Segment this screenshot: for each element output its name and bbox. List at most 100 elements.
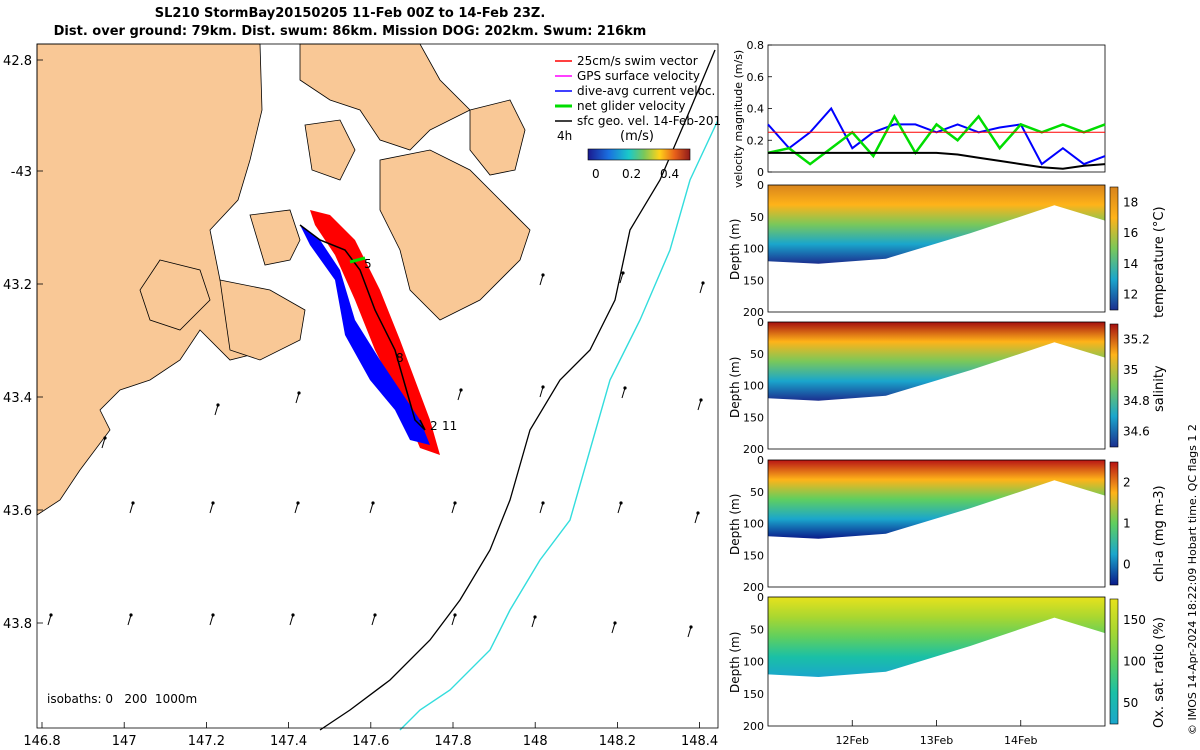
map-arrow xyxy=(129,501,135,514)
legend-label: sfc geo. vel. 14-Feb-2015 xyxy=(577,114,720,128)
depth-ytick-label: 100 xyxy=(743,243,764,256)
colorbar-tick-label: 14 xyxy=(1123,257,1138,271)
depth-panel-oxygen-saturation: 0 50 100 150 200 50 100 150 xyxy=(743,591,1146,733)
map-ytick-label: 42.8 xyxy=(3,54,32,69)
time-tick-label: 14Feb xyxy=(1004,734,1037,747)
map-arrow-shaft xyxy=(101,437,106,449)
map-arrow-shaft xyxy=(619,272,624,284)
map-arrow-head xyxy=(541,501,545,505)
map-xtick-label: 146.8 xyxy=(23,734,60,749)
map-arrow-head xyxy=(296,501,300,505)
depth-panel-frame xyxy=(767,459,1106,588)
colorbar-temperature xyxy=(1109,186,1119,311)
ox-ylabel: Depth (m) xyxy=(728,631,742,693)
map-frame xyxy=(36,43,719,729)
map-arrow-head xyxy=(613,621,617,625)
map-arrow-shaft xyxy=(209,502,214,514)
depth-ytick-label: 150 xyxy=(743,274,764,287)
isobath-1000m xyxy=(399,119,719,731)
track-label-11: 11 xyxy=(442,419,457,433)
depth-panel-data-region xyxy=(768,460,1105,539)
map-arrow-shaft xyxy=(699,282,704,294)
map-arrow-head xyxy=(621,271,625,275)
velocity-ytick-label: 0.4 xyxy=(747,103,765,116)
map-arrow-shaft xyxy=(457,389,462,401)
map-arrow-shaft xyxy=(369,502,374,514)
imos-credit: © IMOS 14-Apr-2024 18:22:09 Hobart time.… xyxy=(1186,424,1199,735)
colorbar-tick-label: 34.8 xyxy=(1123,394,1150,408)
map-ticks: 146.8 147 147.2 147.4 147.6 147.8 148 148.2 148.… xyxy=(3,54,718,749)
net-velocity-segment xyxy=(349,256,366,264)
map-xtick-label: 148 xyxy=(523,734,548,749)
velocity-ytick-label: 0 xyxy=(757,166,764,179)
map-arrow xyxy=(101,436,107,449)
map-xtick-label: 147.6 xyxy=(352,734,389,749)
colorbar-chl-a xyxy=(1109,461,1119,586)
map-arrow-shaft xyxy=(539,502,544,514)
map-panel: 5 8 2 11 146.8 147 147.2 147.4 147.6 147.8 148… xyxy=(3,43,720,749)
colorbar-tick-label: 35.2 xyxy=(1123,332,1150,346)
sal-ylabel: Depth (m) xyxy=(728,356,742,418)
map-arrow-shaft xyxy=(611,622,616,634)
map-arrow xyxy=(617,501,623,514)
map-arrow-head xyxy=(689,625,693,629)
map-arrow-shaft xyxy=(531,616,536,628)
figure-title: SL210 StormBay20150205 11-Feb 00Z to 14-… xyxy=(154,6,546,21)
map-arrow-shaft xyxy=(214,404,219,416)
map-arrow-head xyxy=(623,386,627,390)
map-arrow-head xyxy=(216,403,220,407)
map-arrow-head xyxy=(103,436,107,440)
track-blue-vectors xyxy=(300,225,430,445)
depth-panel-frame xyxy=(767,321,1106,450)
track-label-5: 5 xyxy=(364,257,372,271)
map-arrow-head xyxy=(699,398,703,402)
map-xtick-label: 147.8 xyxy=(434,734,471,749)
colorbar-oxygen-saturation xyxy=(1109,598,1119,725)
map-arrow-shaft xyxy=(539,274,544,286)
map-arrow-shaft xyxy=(47,614,52,626)
colorbar-tick-label: 1 xyxy=(1123,517,1131,531)
map-arrow xyxy=(539,501,545,514)
velocity-ytick-label: 0.2 xyxy=(747,134,765,147)
colorbar-tick-label: 0 xyxy=(1123,558,1131,572)
colorbar-tick-label: 2 xyxy=(1123,476,1131,490)
land-south-bruny xyxy=(219,279,306,361)
depth-ytick-label: 200 xyxy=(743,581,764,594)
map-arrow-head xyxy=(131,501,135,505)
map-xtick-label: 148.4 xyxy=(681,734,718,749)
map-arrow-head xyxy=(453,613,457,617)
map-arrow xyxy=(371,613,377,626)
ox-clabel: Ox. sat. ratio (%) xyxy=(1152,617,1167,728)
velocity-series-line xyxy=(768,151,1106,170)
map-axes: 5 8 2 11 146.8 147 147.2 147.4 147.6 147.8 148… xyxy=(3,43,720,749)
map-ytick-label: 43.6 xyxy=(3,504,32,519)
colorbar-tick-label: 35 xyxy=(1123,363,1138,377)
map-arrow xyxy=(694,511,700,524)
map-xtick-label: 147.4 xyxy=(270,734,307,749)
map-arrow xyxy=(214,403,220,416)
depth-ytick-label: 200 xyxy=(743,306,764,319)
map-arrow xyxy=(531,615,537,628)
colorbar-tick-label: 34.6 xyxy=(1123,425,1150,439)
land-peninsula xyxy=(139,259,211,331)
depth-ytick-label: 100 xyxy=(743,656,764,669)
colorbar xyxy=(587,148,691,161)
map-arrow xyxy=(619,271,625,284)
depth-panel-data-region xyxy=(768,322,1105,401)
map-arrow xyxy=(611,621,617,634)
map-arrow-shaft xyxy=(451,614,456,626)
colorbar-tick-label: 18 xyxy=(1123,195,1138,209)
land-east-north xyxy=(469,99,526,176)
map-arrow xyxy=(47,613,53,626)
colorbar-tick-label: 12 xyxy=(1123,288,1138,302)
depth-ytick-label: 0 xyxy=(757,316,764,329)
map-arrow xyxy=(289,613,295,626)
depth-panel-salinity: 0 50 100 150 200 34.6 34.8 35 35.2 xyxy=(743,316,1150,456)
map-arrow-head xyxy=(297,391,301,395)
colorbar-unit: (m/s) xyxy=(620,129,654,144)
colorbar-salinity xyxy=(1109,323,1119,448)
map-arrow-shaft xyxy=(451,502,456,514)
depth-panel-temperature: 0 50 100 150 200 12 14 16 18 xyxy=(743,179,1138,319)
map-ytick-label: 43.8 xyxy=(3,617,32,632)
